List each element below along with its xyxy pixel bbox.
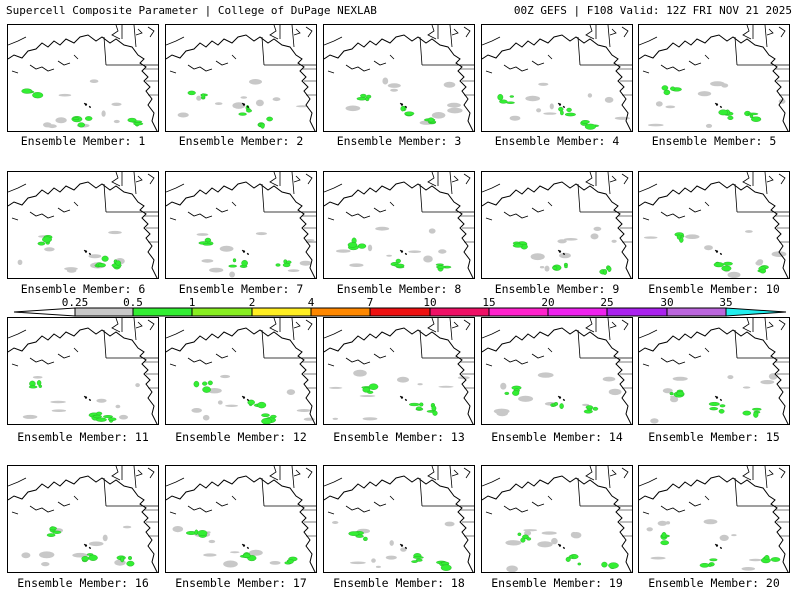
- colorbar-tick-label: 35: [719, 296, 733, 309]
- ensemble-member-map: [323, 465, 475, 573]
- map-plot: [8, 318, 158, 424]
- colorbar-left-arrow: [13, 307, 76, 317]
- ensemble-member-label: Ensemble Member: 14: [491, 430, 623, 444]
- ensemble-member-map: [638, 317, 790, 425]
- ensemble-member-label: Ensemble Member: 8: [336, 282, 462, 296]
- colorbar-tick-label: 10: [423, 296, 437, 309]
- ensemble-member-map: [323, 24, 475, 132]
- ensemble-member-label: Ensemble Member: 9: [494, 282, 620, 296]
- ensemble-member-map: [481, 24, 633, 132]
- ensemble-member-map: [7, 317, 159, 425]
- map-plot: [324, 466, 474, 572]
- ensemble-member-label: Ensemble Member: 3: [336, 134, 462, 148]
- ensemble-member-map: [165, 171, 317, 279]
- colorbar-segment: [606, 307, 668, 317]
- colorbar-tick-label: 20: [541, 296, 555, 309]
- map-plot: [639, 25, 789, 131]
- colorbar-segment: [429, 307, 490, 317]
- map-plot: [324, 172, 474, 278]
- colorbar-tick-label: 0.25: [61, 296, 89, 309]
- ensemble-member-label: Ensemble Member: 16: [17, 576, 149, 590]
- map-plot: [639, 318, 789, 424]
- map-plot: [166, 318, 316, 424]
- ensemble-member-map: [7, 24, 159, 132]
- colorbar-segment: [488, 307, 549, 317]
- ensemble-member-label: Ensemble Member: 20: [648, 576, 780, 590]
- colorbar-tick-label: 0.5: [123, 296, 143, 309]
- ensemble-member-map: [323, 317, 475, 425]
- ensemble-member-map: [638, 24, 790, 132]
- ensemble-member-label: Ensemble Member: 17: [175, 576, 307, 590]
- map-plot: [482, 466, 632, 572]
- map-plot: [482, 172, 632, 278]
- ensemble-member-map: [638, 465, 790, 573]
- colorbar-tick-label: 2: [248, 296, 256, 309]
- map-plot: [324, 318, 474, 424]
- ensemble-member-label: Ensemble Member: 6: [20, 282, 146, 296]
- ensemble-member-map: [481, 317, 633, 425]
- ensemble-member-map: [7, 171, 159, 279]
- ensemble-member-map: [481, 171, 633, 279]
- ensemble-member-map: [323, 171, 475, 279]
- colorbar-tick-label: 1: [188, 296, 196, 309]
- map-plot: [8, 25, 158, 131]
- colorbar-segment: [369, 307, 431, 317]
- ensemble-member-label: Ensemble Member: 15: [648, 430, 780, 444]
- ensemble-member-label: Ensemble Member: 10: [648, 282, 780, 296]
- ensemble-member-label: Ensemble Member: 13: [333, 430, 465, 444]
- colorbar-tick-label: 15: [482, 296, 496, 309]
- map-plot: [482, 318, 632, 424]
- colorbar-segment: [74, 307, 134, 317]
- map-plot: [639, 466, 789, 572]
- map-plot: [324, 25, 474, 131]
- ensemble-member-label: Ensemble Member: 1: [20, 134, 146, 148]
- colorbar-tick-label: 30: [660, 296, 674, 309]
- map-plot: [8, 466, 158, 572]
- map-plot: [166, 25, 316, 131]
- ensemble-member-map: [165, 317, 317, 425]
- map-plot: [8, 172, 158, 278]
- ensemble-member-label: Ensemble Member: 4: [494, 134, 620, 148]
- ensemble-member-map: [481, 465, 633, 573]
- colorbar-tick-label: 4: [307, 296, 315, 309]
- map-plot: [482, 25, 632, 131]
- ensemble-member-label: Ensemble Member: 5: [651, 134, 777, 148]
- color-scale-bar: [13, 307, 787, 317]
- ensemble-member-label: Ensemble Member: 12: [175, 430, 307, 444]
- colorbar-segment: [191, 307, 253, 317]
- page-title: Supercell Composite Parameter | College …: [6, 4, 377, 17]
- colorbar-tick-label: 25: [600, 296, 614, 309]
- map-plot: [639, 172, 789, 278]
- ensemble-member-map: [165, 465, 317, 573]
- run-info: 00Z GEFS | F108 Valid: 12Z FRI NOV 21 20…: [513, 4, 792, 17]
- colorbar-segment: [547, 307, 608, 317]
- colorbar-segment: [666, 307, 727, 317]
- map-plot: [166, 172, 316, 278]
- ensemble-member-label: Ensemble Member: 7: [178, 282, 304, 296]
- ensemble-member-label: Ensemble Member: 2: [178, 134, 304, 148]
- ensemble-member-map: [7, 465, 159, 573]
- ensemble-member-label: Ensemble Member: 11: [17, 430, 149, 444]
- ensemble-member-map: [165, 24, 317, 132]
- colorbar-segment: [310, 307, 371, 317]
- ensemble-member-label: Ensemble Member: 19: [491, 576, 623, 590]
- colorbar-tick-label: 7: [366, 296, 374, 309]
- ensemble-member-map: [638, 171, 790, 279]
- colorbar-segment: [132, 307, 193, 317]
- map-plot: [166, 466, 316, 572]
- colorbar-right-arrow: [725, 307, 787, 317]
- colorbar-segment: [251, 307, 312, 317]
- ensemble-member-label: Ensemble Member: 18: [333, 576, 465, 590]
